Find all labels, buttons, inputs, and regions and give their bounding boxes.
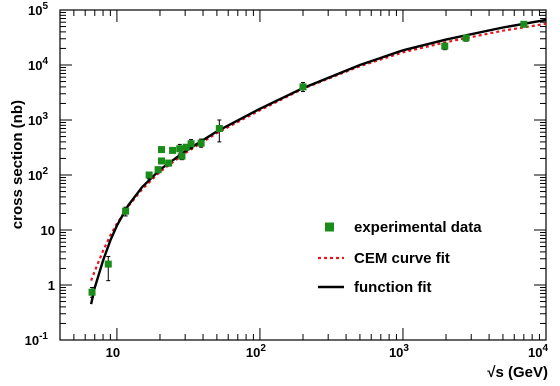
data-point (158, 157, 166, 165)
data-point (122, 207, 130, 215)
data-point (158, 146, 166, 154)
legend-marker-experimental-data (325, 222, 334, 232)
axis-ticks (59, 9, 547, 341)
data-point (154, 166, 162, 174)
cem-curve-fit-line (90, 22, 547, 281)
data-point (197, 139, 205, 147)
legend-label: function fit (354, 279, 431, 296)
x-tick-label: 102 (246, 343, 266, 360)
data-point (165, 159, 173, 167)
legend-label: experimental data (354, 219, 482, 236)
data-point (169, 146, 177, 154)
y-axis-title: cross section (nb) (9, 100, 26, 229)
data-point (104, 260, 112, 268)
x-axis-title: √s (GeV) (487, 364, 548, 381)
function-fit-line (89, 18, 547, 305)
data-point (88, 288, 96, 296)
x-tick-label: 104 (528, 343, 548, 360)
data-point (299, 83, 307, 91)
x-tick-label: 103 (389, 343, 409, 360)
data-point (462, 34, 470, 42)
x-tick-label: 10 (106, 345, 120, 360)
y-tick-label: 102 (28, 166, 48, 183)
data-point (176, 145, 184, 153)
data-point (520, 20, 528, 28)
y-tick-label: 105 (28, 1, 48, 18)
y-tick-label: 103 (28, 111, 48, 128)
y-tick-label: 1 (48, 278, 55, 293)
tick-labels: 10 102 103 104 10-1 1 10 102 103 104 105 (25, 1, 549, 360)
legend: experimental data CEM curve fit function f… (318, 219, 482, 296)
data-point (145, 171, 153, 179)
y-tick-label: 104 (28, 56, 48, 73)
data-point (182, 143, 190, 151)
plot-frame (59, 9, 547, 341)
y-tick-label: 10-1 (25, 331, 49, 348)
fit-curves (89, 18, 547, 305)
data-markers (88, 20, 528, 296)
data-point (178, 152, 186, 160)
y-tick-label: 10 (41, 223, 55, 238)
legend-label: CEM curve fit (354, 250, 450, 267)
data-point (441, 42, 449, 50)
data-point (215, 125, 223, 133)
data-point (187, 140, 195, 148)
